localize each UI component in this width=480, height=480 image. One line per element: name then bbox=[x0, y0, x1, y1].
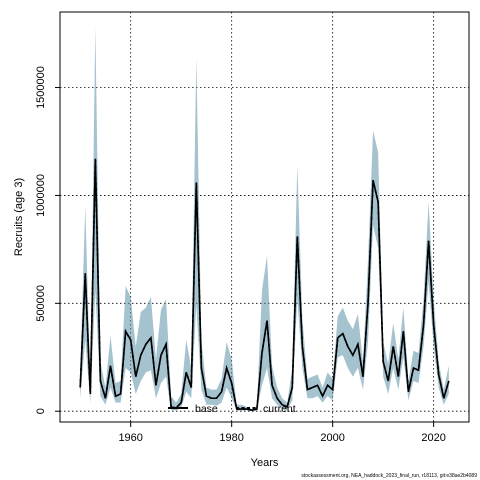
y-tick-label: 0 bbox=[35, 408, 47, 414]
grid-lines bbox=[60, 12, 469, 422]
legend: base current bbox=[168, 403, 296, 415]
y-axis: 0 500000 1000000 1500000 bbox=[35, 66, 60, 414]
legend-base-label: base bbox=[195, 403, 218, 415]
x-tick-label: 1960 bbox=[118, 432, 142, 444]
x-tick-label: 2000 bbox=[320, 432, 344, 444]
y-tick-label: 1000000 bbox=[35, 174, 47, 217]
x-tick-label: 1980 bbox=[219, 432, 243, 444]
footer-caption: stockassessment.org, NEA_haddock_2023_fi… bbox=[301, 473, 477, 479]
x-axis-title: Years bbox=[251, 457, 279, 469]
y-tick-label: 500000 bbox=[35, 285, 47, 322]
confidence-band bbox=[80, 27, 449, 411]
legend-current-label: current bbox=[263, 403, 296, 415]
x-axis: 1960 1980 2000 2020 bbox=[118, 422, 446, 444]
y-tick-label: 1500000 bbox=[35, 66, 47, 109]
x-tick-label: 2020 bbox=[421, 432, 445, 444]
plot-frame bbox=[59, 11, 470, 423]
y-axis-title: Recruits (age 3) bbox=[13, 178, 25, 256]
current-series-line bbox=[79, 158, 450, 411]
